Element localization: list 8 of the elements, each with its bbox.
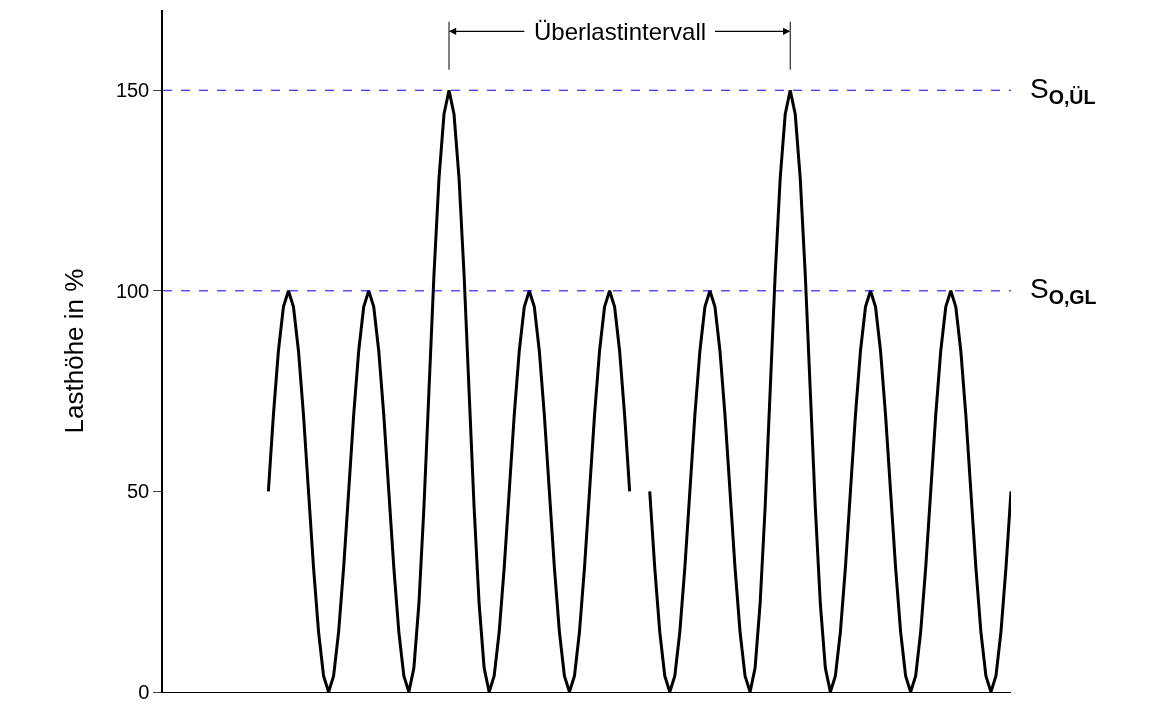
y-tick-label: 150 [115,79,150,102]
y-axis-title: Lasthöhe in % [58,268,89,434]
y-tick-label: 0 [138,681,150,703]
ref-line-label: S$_{O,GL}$ [1030,273,1097,308]
annotation: Überlastintervall [534,18,707,45]
y-tick-label: 50 [127,480,150,503]
ref-line-label: S$_{O,ÜL}$ [1030,73,1096,108]
y-tick-label: 100 [115,279,150,302]
